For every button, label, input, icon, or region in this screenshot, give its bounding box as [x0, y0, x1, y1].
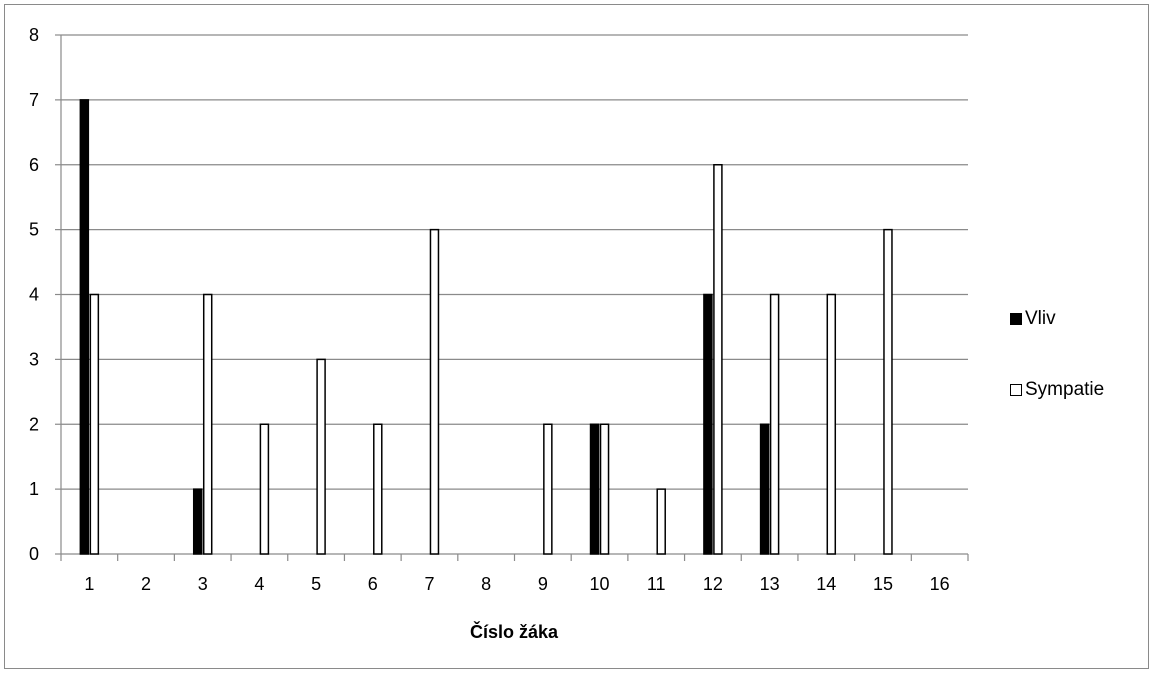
x-tick-label-14: 14 [816, 574, 836, 594]
x-tick-label-7: 7 [424, 574, 434, 594]
y-tick-label-1: 1 [29, 479, 39, 499]
bar-sympatie-3 [202, 293, 213, 555]
y-tick-label-3: 3 [29, 349, 39, 369]
y-tick-label-4: 4 [29, 285, 39, 305]
bar-sympatie-5 [316, 358, 326, 555]
bar-sympatie-12 [713, 164, 723, 555]
bar-sympatie-4 [259, 423, 270, 555]
x-tick-label-10: 10 [590, 574, 610, 594]
y-tick-label-8: 8 [29, 25, 39, 45]
legend-item-vliv: Vliv [1010, 300, 1150, 338]
y-tick-label-2: 2 [29, 414, 39, 434]
x-tick-label-6: 6 [368, 574, 378, 594]
bar-sympatie-9 [543, 423, 553, 555]
bar-vliv-3 [192, 488, 203, 555]
chart-frame [4, 4, 1149, 669]
x-axis-title: Číslo žáka [470, 621, 559, 642]
x-tick-label-8: 8 [481, 574, 491, 594]
x-tick-label-12: 12 [703, 574, 723, 594]
x-tick-label-2: 2 [141, 574, 151, 594]
x-tick-label-3: 3 [198, 574, 208, 594]
bar-vliv-13 [759, 423, 770, 555]
legend-item-sympatie: Sympatie [1010, 371, 1150, 409]
x-tick-label-1: 1 [84, 574, 94, 594]
bar-sympatie-15 [883, 228, 893, 555]
y-tick-label-6: 6 [29, 155, 39, 175]
y-tick-label-5: 5 [29, 220, 39, 240]
x-tick-label-5: 5 [311, 574, 321, 594]
bar-sympatie-14 [826, 293, 837, 555]
bar-vliv-1 [79, 99, 90, 555]
x-tick-label-15: 15 [873, 574, 893, 594]
legend-label-sympatie: Sympatie [1025, 379, 1105, 400]
y-tick-label-0: 0 [29, 544, 39, 564]
y-tick-labels: 0 1 2 3 4 5 6 7 8 [29, 25, 39, 564]
bar-sympatie-11 [656, 488, 666, 555]
bar-vliv-12 [703, 293, 713, 555]
x-tick-label-13: 13 [760, 574, 780, 594]
bar-vliv-10 [589, 423, 600, 555]
legend: Vliv Sympatie [1010, 300, 1150, 442]
bars [79, 99, 893, 555]
legend-swatch-sympatie [1010, 384, 1022, 396]
x-tick-label-4: 4 [254, 574, 264, 594]
x-tick-label-9: 9 [538, 574, 548, 594]
x-tick-labels: 1 2 3 4 5 6 7 8 9 10 11 12 13 14 15 16 [84, 574, 949, 594]
legend-label-vliv: Vliv [1025, 308, 1056, 329]
x-tick-label-11: 11 [647, 574, 666, 594]
bar-sympatie-7 [429, 228, 440, 555]
y-tick-label-7: 7 [29, 90, 39, 110]
bar-sympatie-1 [89, 293, 100, 555]
bar-sympatie-13 [769, 293, 780, 555]
bar-sympatie-10 [599, 423, 610, 555]
legend-swatch-vliv [1010, 313, 1022, 325]
x-tick-label-16: 16 [930, 574, 950, 594]
bar-sympatie-6 [373, 423, 383, 555]
